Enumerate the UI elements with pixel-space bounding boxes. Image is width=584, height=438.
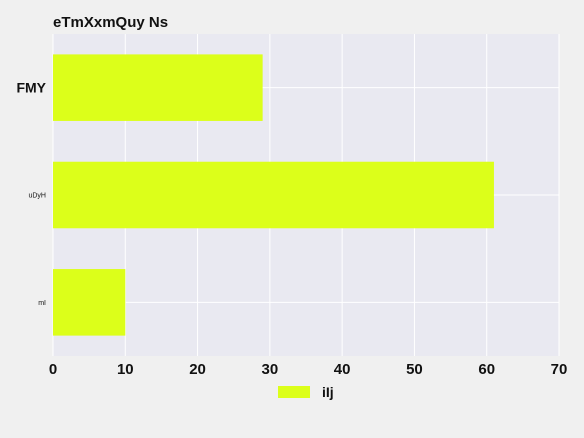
bar-mi	[53, 269, 125, 336]
y-tick-label: mI	[38, 300, 46, 307]
y-tick-label: uDyH	[28, 192, 46, 199]
y-axis-ticks: FMY uDyH mI	[16, 80, 46, 307]
legend: iIj	[278, 384, 334, 400]
x-tick-label: 0	[49, 361, 57, 378]
x-tick-label: 70	[551, 361, 568, 378]
bar-udyh	[53, 162, 494, 229]
legend-label: iIj	[322, 384, 334, 400]
chart-title: eTmXxmQuy Ns	[53, 14, 168, 31]
legend-swatch	[278, 386, 310, 398]
x-tick-label: 60	[478, 361, 495, 378]
bar-fmy	[53, 54, 263, 121]
x-tick-label: 40	[334, 361, 351, 378]
x-tick-label: 20	[189, 361, 206, 378]
y-tick-label: FMY	[16, 80, 46, 96]
x-tick-label: 30	[262, 361, 279, 378]
x-tick-label: 50	[406, 361, 423, 378]
x-axis-ticks: 0 10 20 30 40 50 60 70	[49, 361, 568, 378]
x-tick-label: 10	[117, 361, 134, 378]
